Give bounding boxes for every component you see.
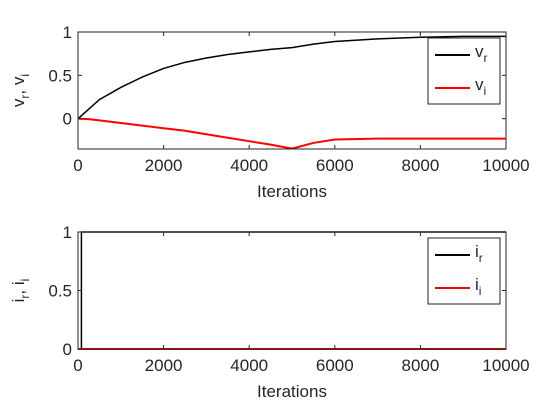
- axes: 0 2000 4000 6000 8000 10000 0 0.5 1 Iterations ir​…: [9, 223, 530, 401]
- y-axis-label: ir​, ii​: [9, 279, 32, 303]
- y-tick-label: 1: [63, 23, 72, 42]
- legend-label: ii​: [475, 275, 481, 298]
- x-tick-label: 2000: [145, 356, 183, 375]
- x-tick-label: 0: [73, 356, 82, 375]
- series-line: [77, 117, 506, 150]
- x-tick-label: 4000: [230, 356, 268, 375]
- x-tick-label: 10000: [482, 156, 529, 175]
- x-tick-label: 4000: [230, 156, 268, 175]
- y-tick-label: 1: [63, 223, 72, 242]
- legend-box: [427, 37, 501, 105]
- series-line: [77, 35, 506, 120]
- y-tick-label: 0.5: [48, 282, 72, 301]
- legend-label: vr​: [475, 42, 488, 65]
- y-tick-label: 0: [63, 340, 72, 359]
- legend-box: [427, 237, 501, 305]
- legend-label: ir​: [475, 242, 483, 265]
- x-tick-label: 6000: [316, 156, 354, 175]
- x-tick-label: 6000: [316, 356, 354, 375]
- legend: vr​ vi​: [427, 37, 501, 105]
- legend-label: vi​: [475, 75, 486, 98]
- x-tick-label: 8000: [401, 156, 439, 175]
- x-tick-label: 0: [73, 156, 82, 175]
- x-tick-label: 10000: [482, 356, 529, 375]
- axes-box: [77, 31, 507, 150]
- x-axis-label: Iterations: [257, 182, 327, 201]
- y-tick-label: 0: [63, 110, 72, 129]
- x-tick-label: 8000: [401, 356, 439, 375]
- y-tick-label: 0.5: [48, 66, 72, 85]
- axes: 0 2000 4000 6000 8000 10000 0 0.5 1 Iterations vr​…: [9, 23, 530, 201]
- y-axis-label: vr​, vi​: [9, 74, 32, 107]
- legend: ir​ ii​: [427, 237, 501, 305]
- x-axis-label: Iterations: [257, 382, 327, 401]
- x-tick-label: 2000: [145, 156, 183, 175]
